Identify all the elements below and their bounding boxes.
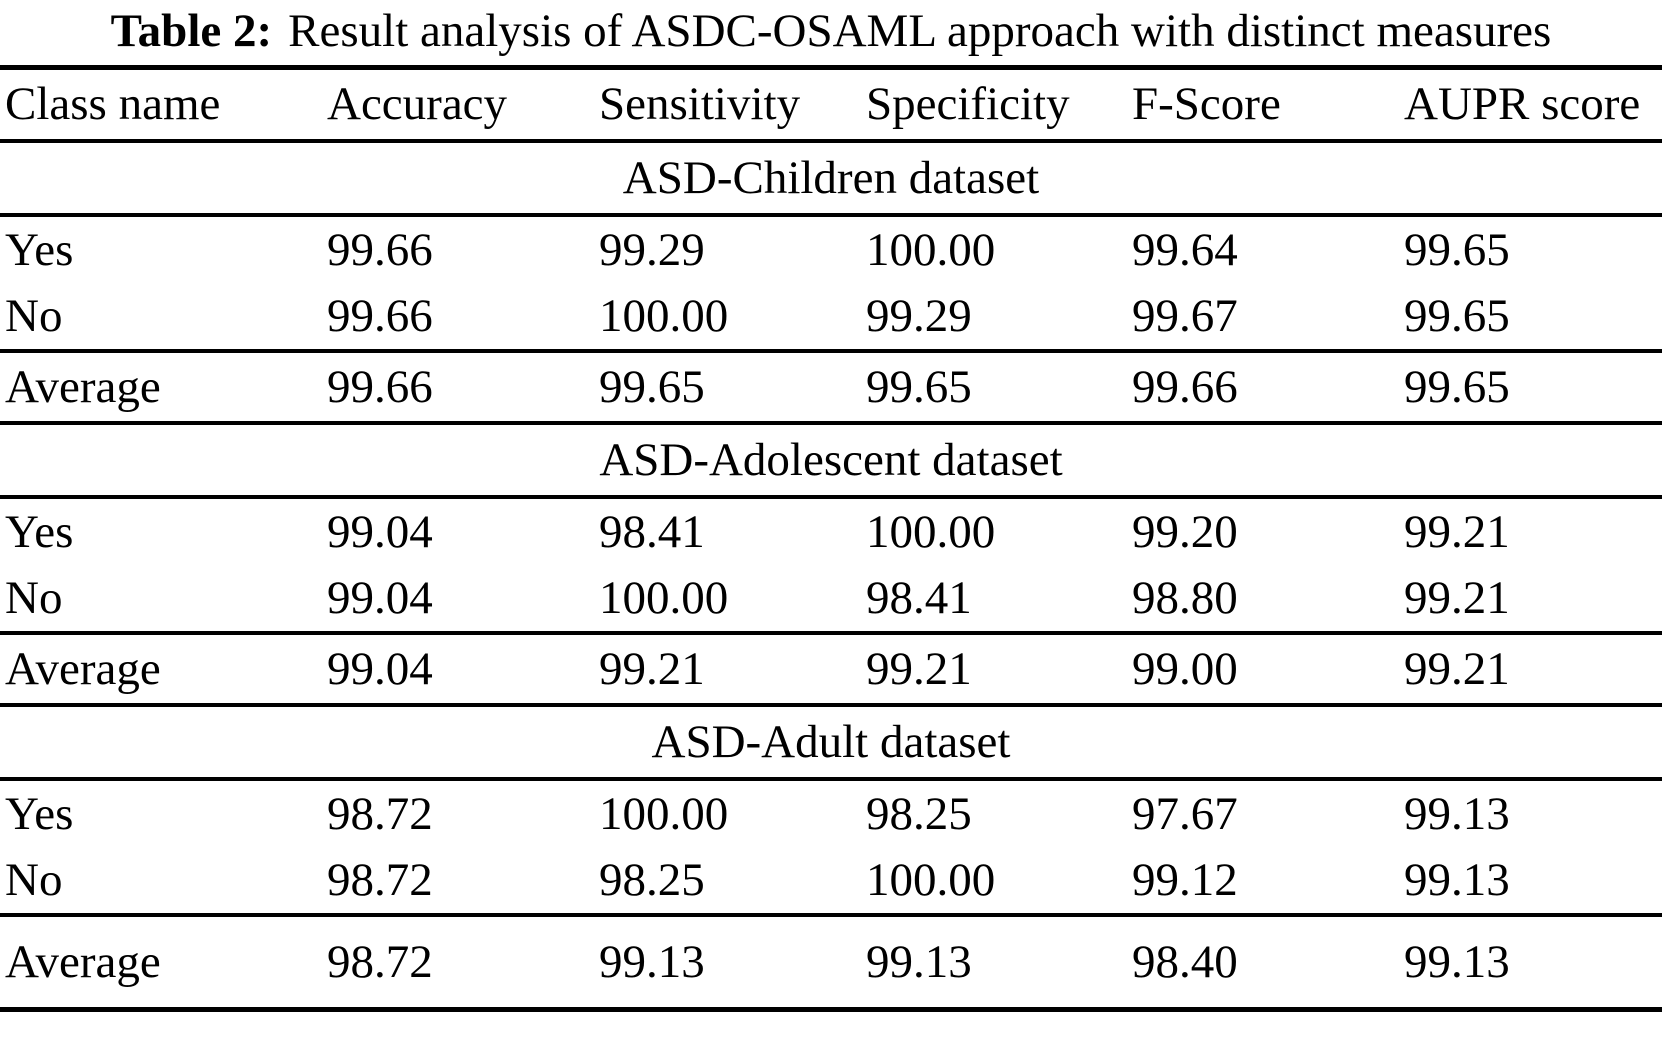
table-row-adolescent-yes: Yes 99.04 98.41 100.00 99.20 99.21 (0, 497, 1662, 565)
accuracy-cell: 98.72 (322, 912, 594, 1012)
column-header-aupr-score: AUPR score (1399, 67, 1662, 143)
table-row-children-no: No 99.66 100.00 99.29 99.67 99.65 (0, 283, 1662, 351)
sensitivity-cell: 99.65 (594, 348, 861, 425)
accuracy-cell: 98.72 (327, 853, 433, 906)
aupr-cell: 99.65 (1399, 348, 1662, 425)
results-table: Class name Accuracy Sensitivity Specific… (0, 65, 1662, 1012)
f-score-cell: 98.80 (1132, 571, 1238, 624)
section-title: ASD-Adolescent dataset (0, 420, 1662, 499)
table-caption-number: Table 2: (110, 5, 273, 57)
f-score-cell: 99.12 (1132, 853, 1238, 906)
accuracy-cell: 98.72 (327, 787, 433, 840)
specificity-cell: 100.00 (866, 223, 996, 276)
class-label-cell: No (5, 289, 63, 342)
section-title: ASD-Children dataset (0, 138, 1662, 217)
specificity-cell: 99.65 (861, 348, 1127, 425)
class-label-cell: Yes (5, 787, 74, 840)
sensitivity-cell: 99.29 (599, 223, 705, 276)
class-label-cell: Average (0, 348, 322, 425)
aupr-cell: 99.21 (1404, 571, 1510, 624)
specificity-cell: 98.25 (866, 787, 972, 840)
table-caption: Table 2: Result analysis of ASDC-OSAML ap… (0, 0, 1662, 65)
aupr-cell: 99.65 (1404, 223, 1510, 276)
aupr-cell: 99.21 (1404, 505, 1510, 558)
specificity-cell: 99.29 (866, 289, 972, 342)
table-caption-text: Result analysis of ASDC-OSAML approach w… (288, 5, 1552, 57)
aupr-cell: 99.13 (1404, 853, 1510, 906)
section-header-adolescent: ASD-Adolescent dataset (0, 420, 1662, 499)
column-header-sensitivity: Sensitivity (594, 67, 861, 143)
accuracy-cell: 99.66 (322, 348, 594, 425)
f-score-cell: 99.67 (1132, 289, 1238, 342)
accuracy-cell: 99.04 (327, 571, 433, 624)
aupr-cell: 99.21 (1399, 630, 1662, 707)
table-row-adult-yes: Yes 98.72 100.00 98.25 97.67 99.13 (0, 779, 1662, 847)
specificity-cell: 99.13 (861, 912, 1127, 1012)
class-label-cell: Yes (5, 223, 74, 276)
table-row-adult-no: No 98.72 98.25 100.00 99.12 99.13 (0, 847, 1662, 915)
sensitivity-cell: 99.13 (594, 912, 861, 1012)
specificity-cell: 100.00 (866, 853, 996, 906)
class-label-cell: Average (0, 912, 322, 1012)
table-row-children-average: Average 99.66 99.65 99.65 99.66 99.65 (0, 348, 1662, 425)
section-title: ASD-Adult dataset (0, 702, 1662, 781)
sensitivity-cell: 100.00 (599, 571, 729, 624)
aupr-cell: 99.13 (1404, 787, 1510, 840)
accuracy-cell: 99.66 (327, 289, 433, 342)
sensitivity-cell: 100.00 (599, 289, 729, 342)
column-header-class-name: Class name (0, 67, 322, 143)
sensitivity-cell: 99.21 (594, 630, 861, 707)
table-row-adolescent-average: Average 99.04 99.21 99.21 99.00 99.21 (0, 630, 1662, 707)
f-score-cell: 99.20 (1132, 505, 1238, 558)
section-header-children: ASD-Children dataset (0, 138, 1662, 217)
section-header-adult: ASD-Adult dataset (0, 702, 1662, 781)
specificity-cell: 100.00 (866, 505, 996, 558)
f-score-cell: 99.00 (1127, 630, 1399, 707)
column-header-specificity: Specificity (861, 67, 1127, 143)
sensitivity-cell: 98.41 (599, 505, 705, 558)
column-header-f-score: F-Score (1127, 67, 1399, 143)
class-label-cell: Average (0, 630, 322, 707)
table-row-adolescent-no: No 99.04 100.00 98.41 98.80 99.21 (0, 565, 1662, 633)
aupr-cell: 99.65 (1404, 289, 1510, 342)
f-score-cell: 97.67 (1132, 787, 1238, 840)
class-label-cell: No (5, 853, 63, 906)
specificity-cell: 99.21 (861, 630, 1127, 707)
table-header-row: Class name Accuracy Sensitivity Specific… (0, 67, 1662, 143)
accuracy-cell: 99.66 (327, 223, 433, 276)
sensitivity-cell: 98.25 (599, 853, 705, 906)
f-score-cell: 99.64 (1132, 223, 1238, 276)
column-header-accuracy: Accuracy (322, 67, 594, 143)
f-score-cell: 99.66 (1127, 348, 1399, 425)
f-score-cell: 98.40 (1127, 912, 1399, 1012)
table-row-adult-average: Average 98.72 99.13 99.13 98.40 99.13 (0, 912, 1662, 1012)
class-label-cell: Yes (5, 505, 74, 558)
sensitivity-cell: 100.00 (599, 787, 729, 840)
accuracy-cell: 99.04 (322, 630, 594, 707)
specificity-cell: 98.41 (866, 571, 972, 624)
aupr-cell: 99.13 (1399, 912, 1662, 1012)
accuracy-cell: 99.04 (327, 505, 433, 558)
class-label-cell: No (5, 571, 63, 624)
table-row-children-yes: Yes 99.66 99.29 100.00 99.64 99.65 (0, 215, 1662, 283)
